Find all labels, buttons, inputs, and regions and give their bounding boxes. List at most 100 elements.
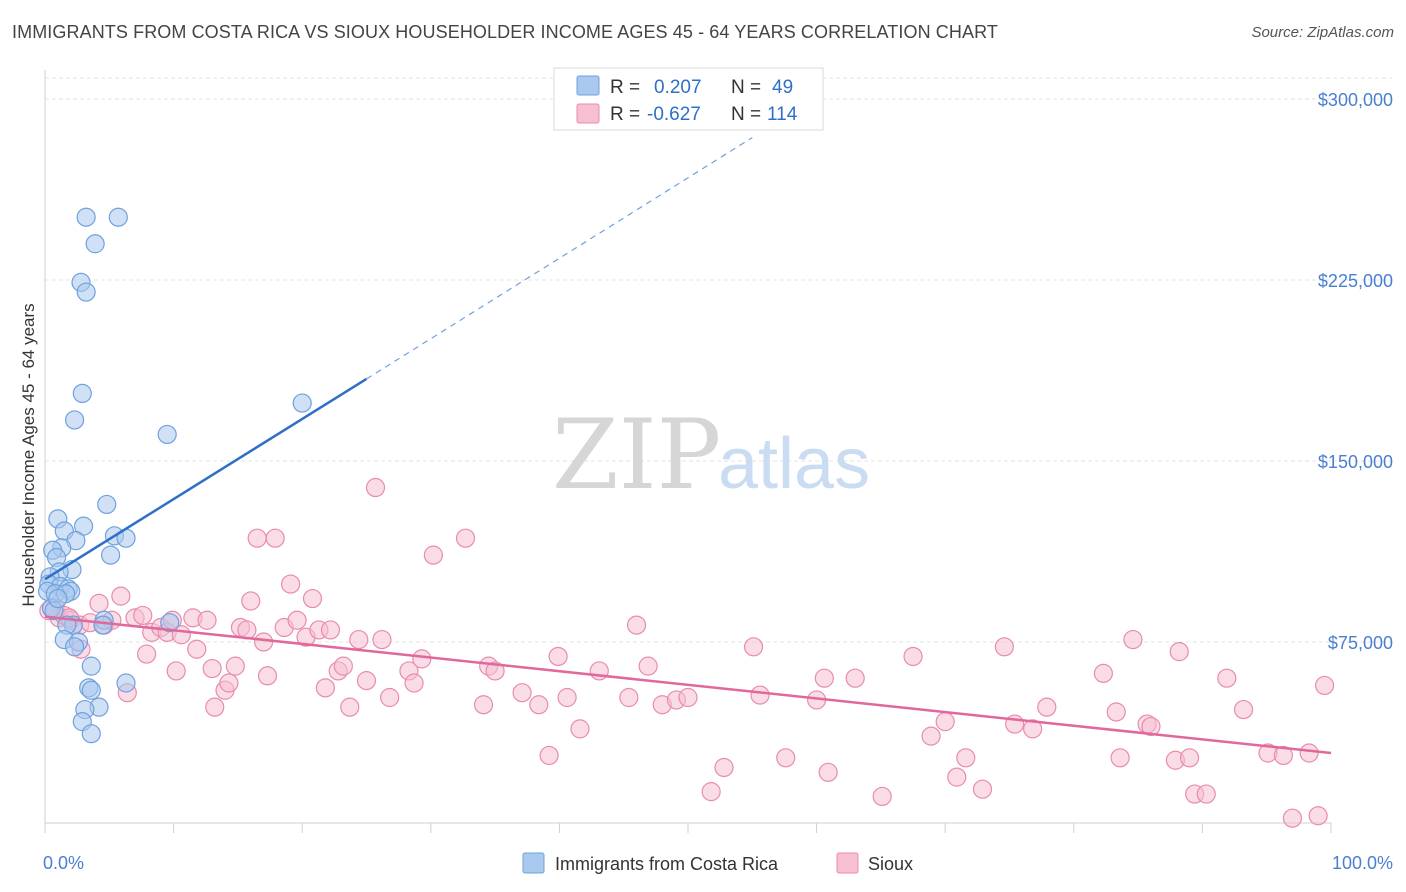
sioux-point-83: [903, 646, 923, 667]
costa-rica-points: [37, 207, 312, 744]
chart-source: Source: ZipAtlas.com: [1251, 24, 1394, 41]
sioux-point-45: [333, 656, 353, 676]
costa-rica-point-6: [64, 410, 85, 430]
sioux-point-55: [423, 545, 443, 565]
costa-rica-point-40: [116, 673, 136, 693]
sioux-point-69: [638, 656, 658, 676]
costa-rica-point-8: [292, 393, 312, 413]
sioux-point-10: [111, 586, 131, 606]
sioux-point-74: [714, 757, 734, 778]
sioux-points: [39, 477, 1335, 828]
sioux-point-13: [133, 605, 153, 626]
watermark-atlas: atlas: [718, 424, 870, 504]
sioux-point-46: [340, 697, 360, 717]
watermark-zip: ZIP: [552, 399, 721, 511]
trend-lines: [44, 137, 1332, 755]
legend-n-value-2: 114: [767, 104, 798, 125]
sioux-point-101: [1179, 748, 1200, 768]
y-tick-label-0: $75,000: [1328, 633, 1393, 653]
costa-rica-point-2: [85, 234, 105, 254]
sioux-point-86: [947, 767, 967, 787]
sioux-point-34: [257, 666, 278, 686]
sioux-point-64: [557, 687, 577, 708]
sioux-trend-line: [44, 615, 1332, 755]
sioux-point-93: [1093, 663, 1113, 683]
sioux-point-62: [539, 745, 559, 766]
costa-rica-point-4: [76, 282, 96, 302]
sioux-point-35: [265, 528, 285, 548]
costa-rica-point-18: [100, 545, 121, 565]
costa-rica-trend-extension: [366, 137, 753, 380]
sioux-point-88: [972, 779, 993, 799]
sioux-point-61: [529, 695, 549, 715]
sioux-point-54: [412, 649, 432, 669]
sioux-point-89: [994, 637, 1014, 657]
sioux-point-48: [356, 671, 377, 691]
chart-title: IMMIGRANTS FROM COSTA RICA VS SIOUX HOUS…: [12, 22, 998, 42]
sioux-point-95: [1110, 748, 1130, 768]
costa-rica-point-39: [81, 656, 101, 676]
sioux-point-57: [473, 695, 494, 715]
sioux-point-67: [619, 687, 639, 708]
sioux-point-25: [205, 697, 225, 717]
sioux-point-50: [372, 629, 392, 650]
legend-n-label-1: N =: [731, 77, 761, 98]
sioux-point-24: [202, 658, 222, 679]
costa-rica-point-5: [72, 383, 92, 404]
sioux-point-105: [1233, 699, 1254, 720]
sioux-point-91: [1023, 719, 1043, 739]
sioux-point-76: [750, 685, 770, 705]
costa-rica-point-32: [160, 613, 180, 633]
sioux-point-73: [701, 782, 721, 802]
sioux-point-47: [349, 629, 369, 650]
legend-swatch-sioux: [576, 103, 600, 124]
sioux-point-31: [241, 591, 261, 611]
series-legend-swatch-costa-rica: [522, 852, 545, 874]
sioux-point-100: [1169, 642, 1189, 662]
sioux-point-56: [455, 528, 476, 548]
sioux-point-110: [1308, 806, 1328, 826]
sioux-point-53: [404, 673, 424, 693]
sioux-point-59: [485, 661, 505, 681]
legend-swatch-costa-rica: [576, 75, 600, 96]
costa-rica-point-1: [108, 207, 128, 227]
costa-rica-point-46: [81, 724, 101, 744]
series-legend-label-costa-rica: Immigrants from Costa Rica: [555, 854, 779, 874]
sioux-point-32: [247, 528, 267, 548]
sioux-point-98: [1141, 716, 1161, 737]
costa-rica-point-35: [93, 615, 113, 635]
sioux-point-104: [1217, 668, 1237, 688]
sioux-point-14: [136, 644, 157, 664]
stats-legend: R = 0.207 N = 49 R = -0.627 N = 114: [553, 67, 824, 131]
sioux-point-22: [187, 639, 207, 659]
costa-rica-point-0: [76, 207, 96, 227]
watermark: ZIP atlas: [552, 399, 870, 511]
sioux-point-94: [1106, 702, 1126, 722]
sioux-point-77: [776, 748, 796, 768]
sioux-point-79: [814, 668, 834, 688]
y-tick-label-3: $300,000: [1318, 90, 1393, 110]
legend-r-label-2: R =: [610, 104, 640, 125]
costa-rica-point-48: [48, 588, 68, 609]
axes: [44, 70, 1332, 833]
sioux-point-92: [1037, 697, 1057, 717]
costa-rica-point-38: [64, 637, 85, 657]
sioux-point-51: [380, 687, 400, 708]
grid-lines: [45, 77, 1392, 643]
costa-rica-trend-line: [44, 377, 368, 581]
sioux-point-82: [872, 786, 892, 807]
legend-n-label-2: N =: [731, 104, 761, 125]
sioux-point-109: [1299, 743, 1319, 763]
sioux-point-7: [89, 593, 109, 613]
sioux-point-23: [197, 610, 217, 630]
series-legend-swatch-sioux: [836, 852, 859, 874]
sioux-point-28: [225, 656, 245, 676]
sioux-point-68: [626, 615, 647, 635]
sioux-point-107: [1273, 745, 1294, 766]
legend-r-value-2: -0.627: [647, 104, 701, 125]
x-axis-min-label: 0.0%: [43, 853, 84, 873]
sioux-point-103: [1196, 784, 1216, 804]
sioux-point-81: [845, 668, 865, 688]
sioux-point-87: [956, 748, 976, 768]
